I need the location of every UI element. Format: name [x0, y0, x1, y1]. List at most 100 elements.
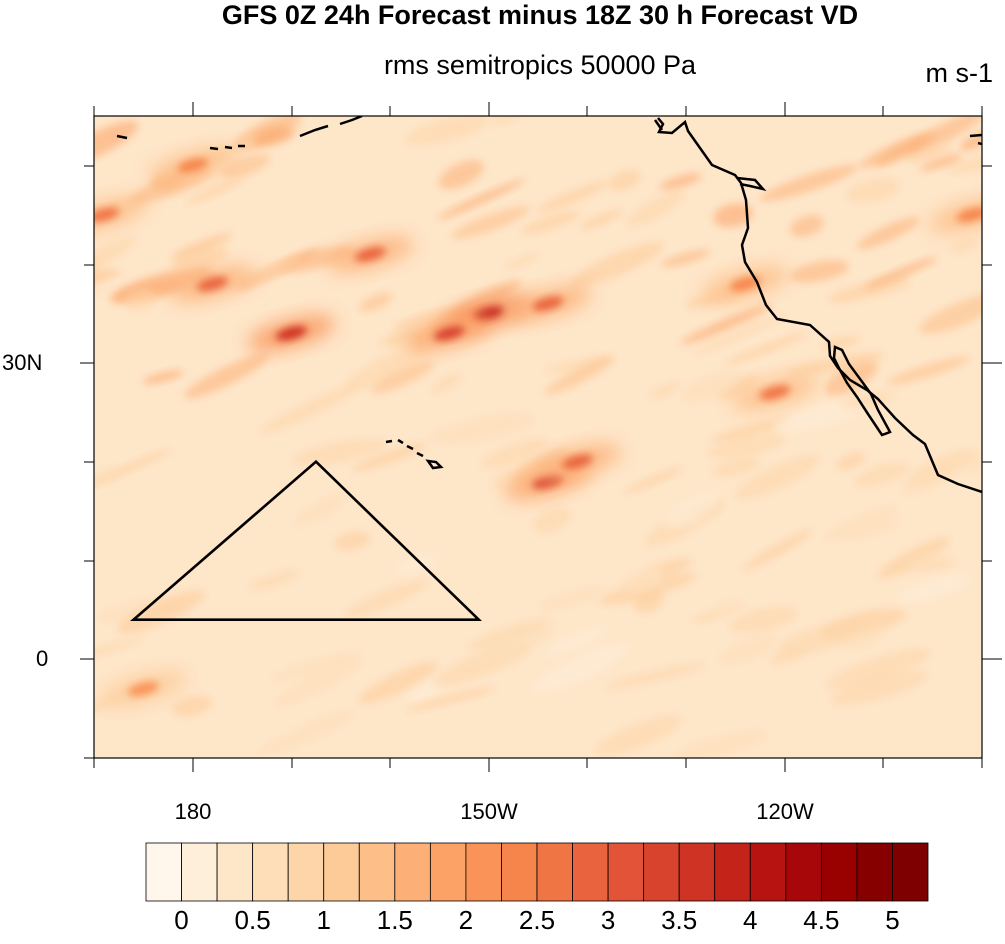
field-texture: [488, 116, 527, 125]
lat-label-0: 0: [36, 646, 49, 671]
coast-sf-bay: [736, 176, 767, 192]
field-texture: [759, 165, 858, 202]
colorbar-swatch: [856, 842, 893, 902]
field-texture: [405, 686, 497, 712]
field-texture: [94, 120, 139, 165]
field-texture: [436, 179, 525, 220]
field-texture: [773, 476, 857, 515]
field-texture: [543, 355, 612, 373]
field-texture: [211, 720, 308, 756]
field-texture: [897, 575, 969, 603]
field-texture: [610, 713, 653, 734]
field-hotspot: [94, 266, 99, 302]
coast-aleutian-4: [116, 134, 128, 140]
coast-vancouver: [653, 119, 664, 131]
field-texture: [209, 426, 254, 445]
field-texture: [505, 253, 538, 270]
field-texture: [248, 569, 300, 591]
field-texture: [605, 663, 707, 689]
colorbar-swatch: [216, 842, 254, 902]
field-texture: [824, 360, 878, 396]
coast-baja-gulf: [832, 345, 892, 437]
field-texture: [960, 129, 982, 151]
colorbar-swatch: [358, 842, 396, 902]
field-texture: [269, 652, 361, 682]
hawaii-islands: [385, 438, 444, 470]
field-hotspot: [94, 196, 148, 233]
field-texture: [622, 566, 664, 592]
colorbar-swatch: [536, 842, 573, 902]
field-texture: [958, 454, 982, 472]
colorbar-tick-label: 3.5: [661, 905, 698, 935]
field-texture: [266, 566, 363, 601]
field-texture: [359, 661, 438, 704]
field-texture: [913, 559, 957, 572]
field-texture: [294, 494, 347, 526]
field-hotspot: [701, 266, 789, 302]
coast-aleutian-1: [299, 124, 329, 138]
field-texture: [124, 288, 157, 312]
field-hotspot: [168, 266, 257, 302]
field-texture: [545, 628, 606, 656]
colorbar-tick-label: 3: [600, 905, 616, 935]
chart-subtitle: rms semitropics 50000 Pa: [383, 50, 697, 80]
field-texture: [171, 233, 233, 260]
colorbar-swatch: [394, 842, 431, 902]
field-texture: [185, 178, 243, 205]
field-texture: [680, 304, 772, 345]
field-texture: [693, 314, 785, 355]
colorbar-tick-label: 0.5: [234, 905, 271, 935]
field-texture: [94, 236, 136, 278]
lon-label-120w: 120W: [756, 799, 814, 824]
chart-title: GFS 0Z 24h Forecast minus 18Z 30 h Forec…: [221, 0, 859, 30]
field-texture: [371, 361, 435, 394]
field-texture: [291, 439, 388, 465]
colorbar-swatch: [892, 842, 929, 902]
field-texture: [823, 505, 898, 542]
field-layer: [94, 116, 982, 758]
field-hotspot: [504, 285, 592, 322]
field-texture: [652, 395, 751, 437]
field-texture: [857, 217, 920, 250]
map-frame: [93, 115, 983, 759]
lat-label-30n: 30N: [2, 350, 43, 375]
field-texture: [789, 633, 822, 653]
field-texture: [633, 589, 664, 613]
colorbar-swatch: [785, 842, 822, 902]
coast-north-america: [657, 117, 982, 494]
field-texture: [351, 443, 427, 472]
field-texture: [864, 257, 938, 289]
field-texture: [171, 695, 212, 717]
colorbar-swatch: [643, 842, 680, 902]
field-texture: [196, 696, 263, 725]
coast-ne-corner: [969, 133, 982, 146]
colorbar-tick-label: 1: [316, 905, 331, 935]
field-texture: [521, 210, 581, 234]
field-texture: [950, 238, 980, 254]
field-texture: [789, 215, 824, 237]
field-texture: [430, 373, 462, 394]
field-texture: [467, 619, 552, 651]
colorbar-swatch: [572, 842, 609, 902]
field-texture: [571, 541, 620, 563]
field-hotspot: [928, 196, 982, 233]
coastlines: [116, 116, 982, 494]
field-texture: [846, 177, 900, 204]
field-texture: [220, 153, 271, 179]
field-texture: [142, 370, 184, 385]
colorbar-swatch: [287, 842, 325, 902]
field-texture: [681, 369, 745, 403]
field-texture: [451, 206, 530, 239]
field-texture: [659, 173, 702, 190]
field-texture: [533, 644, 628, 693]
colorbar-swatch: [501, 842, 538, 902]
field-texture: [718, 635, 778, 665]
field-hotspot: [149, 147, 237, 184]
field-texture: [707, 434, 786, 459]
field-texture: [433, 398, 471, 422]
field-hotspot: [326, 236, 414, 273]
field-texture: [828, 277, 912, 303]
field-texture: [821, 336, 860, 350]
colorbar-swatch: [145, 842, 182, 902]
